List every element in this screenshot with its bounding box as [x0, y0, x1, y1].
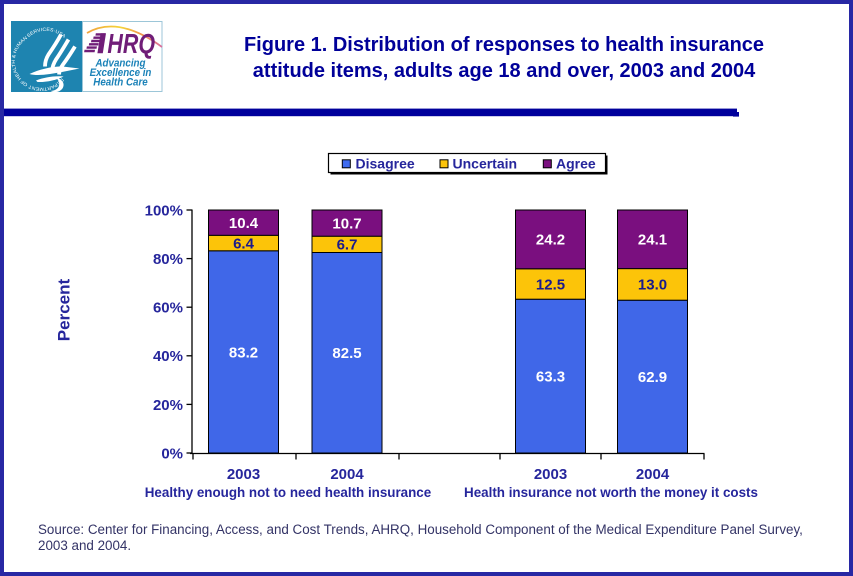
svg-text:Healthy enough not to need hea: Healthy enough not to need health insura…: [145, 485, 431, 500]
svg-text:40%: 40%: [153, 348, 183, 365]
svg-text:Percent: Percent: [55, 278, 74, 341]
svg-text:80%: 80%: [153, 251, 183, 268]
svg-text:82.5: 82.5: [332, 345, 361, 362]
svg-text:6.7: 6.7: [337, 237, 358, 254]
svg-text:2004: 2004: [330, 466, 364, 483]
svg-text:Health Care: Health Care: [93, 77, 148, 89]
svg-text:Excellence in: Excellence in: [90, 67, 152, 79]
svg-text:12.5: 12.5: [536, 276, 565, 293]
svg-text:Agree: Agree: [556, 155, 596, 171]
svg-text:20%: 20%: [153, 397, 183, 414]
svg-text:10.7: 10.7: [332, 215, 361, 232]
svg-text:2003: 2003: [227, 466, 260, 483]
svg-text:0%: 0%: [161, 445, 183, 462]
svg-text:62.9: 62.9: [638, 369, 667, 386]
svg-text:Disagree: Disagree: [356, 155, 415, 171]
svg-text:6.4: 6.4: [233, 235, 255, 252]
svg-text:Uncertain: Uncertain: [453, 155, 518, 171]
svg-text:24.2: 24.2: [536, 232, 565, 249]
svg-text:13.0: 13.0: [638, 277, 667, 294]
svg-text:Figure 1. Distribution of resp: Figure 1. Distribution of responses to h…: [244, 34, 764, 56]
svg-text:2003 and 2004.: 2003 and 2004.: [38, 538, 131, 553]
svg-text:100%: 100%: [145, 202, 183, 219]
svg-text:24.1: 24.1: [638, 232, 667, 249]
svg-text:10.4: 10.4: [229, 215, 259, 232]
svg-text:HRQ: HRQ: [107, 28, 155, 59]
svg-text:2004: 2004: [636, 466, 670, 483]
svg-text:Advancing: Advancing: [95, 58, 146, 70]
svg-text:attitude items, adults age 18: attitude items, adults age 18 and over, …: [253, 60, 756, 82]
svg-text:63.3: 63.3: [536, 368, 565, 385]
svg-text:2003: 2003: [534, 466, 567, 483]
svg-text:Health insurance not worth the: Health insurance not worth the money it …: [464, 485, 758, 500]
svg-text:60%: 60%: [153, 300, 183, 317]
svg-text:Source: Center for Financing,: Source: Center for Financing, Access, an…: [38, 522, 803, 537]
svg-text:83.2: 83.2: [229, 345, 258, 362]
